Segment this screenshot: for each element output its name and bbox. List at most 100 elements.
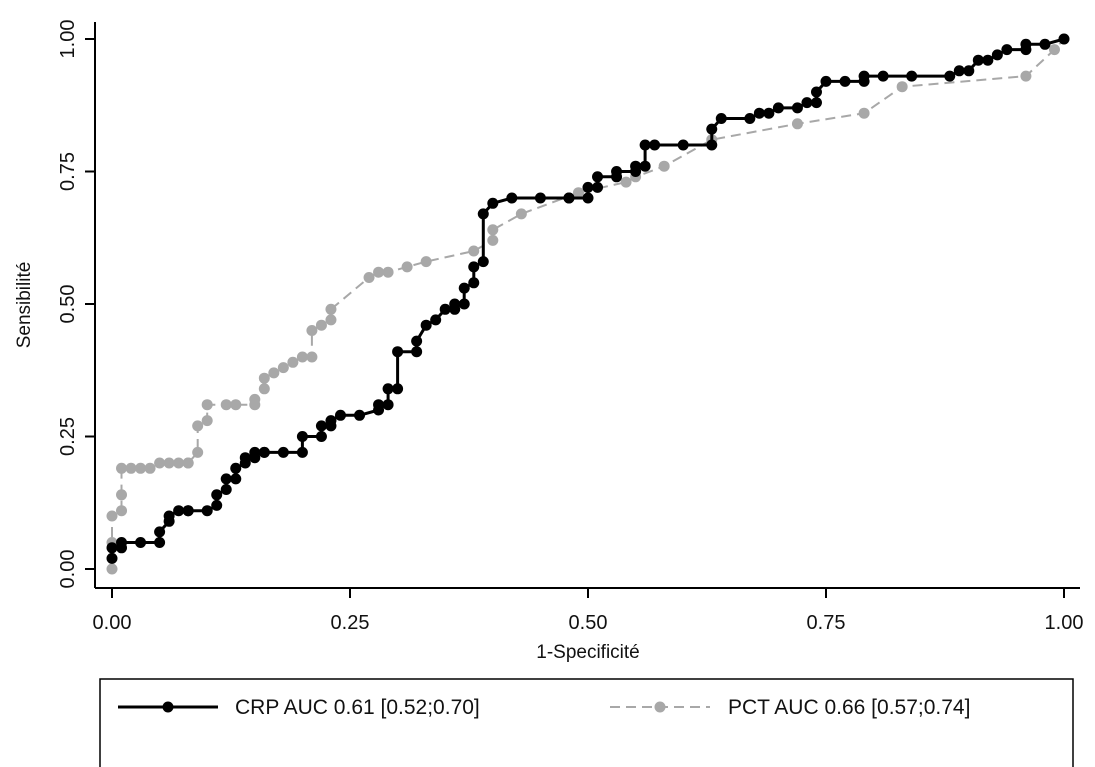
crp-point [468, 261, 480, 273]
pct-point [401, 261, 413, 273]
crp-point [354, 409, 366, 421]
crp-point [715, 113, 727, 124]
pct-point [1020, 70, 1032, 82]
crp-point [677, 139, 689, 151]
crp-point [220, 484, 232, 495]
x-tick-label: 0.25 [331, 612, 370, 634]
pct-point [258, 383, 270, 395]
pct-point [306, 325, 318, 336]
crp-point [420, 319, 432, 331]
crp-point [430, 314, 442, 326]
x-ticks: 0.00 0.25 0.50 0.75 1.00 [93, 588, 1083, 634]
pct-point [163, 457, 175, 469]
x-axis-title: 1-Specificité [536, 642, 640, 663]
pct-point [144, 462, 156, 474]
pct-point [268, 367, 280, 379]
crp-point [592, 171, 604, 183]
legend-label-crp: CRP AUC 0.61 [0.52;0.70] [235, 696, 480, 719]
crp-point [173, 505, 185, 517]
y-tick-label: 1.00 [57, 20, 79, 59]
pct-point [116, 462, 128, 474]
series-group [106, 33, 1070, 575]
pct-point [201, 399, 213, 411]
pct-point [1048, 44, 1060, 56]
crp-series [106, 33, 1070, 564]
pct-point [620, 176, 632, 188]
y-tick-label: 0.00 [57, 550, 79, 589]
crp-point [154, 537, 166, 548]
crp-point [753, 107, 765, 119]
crp-point [534, 192, 546, 204]
crp-point [858, 70, 870, 82]
pct-point [230, 399, 242, 411]
crp-point [982, 54, 994, 66]
pct-point [106, 563, 118, 575]
crp-point [820, 75, 832, 87]
crp-point [315, 431, 327, 442]
legend-marker-pct [654, 701, 666, 713]
pct-point [515, 208, 527, 220]
crp-point [810, 86, 822, 98]
crp-point [116, 537, 128, 548]
pct-point [192, 446, 204, 458]
crp-point [458, 282, 470, 294]
crp-point [411, 346, 423, 358]
pct-point [192, 420, 204, 432]
crp-point [506, 192, 518, 204]
y-tick-label: 0.75 [57, 152, 79, 191]
crp-point [230, 462, 242, 474]
crp-point [877, 70, 889, 82]
pct-point [220, 399, 232, 411]
legend-box [99, 678, 1074, 767]
pct-point [363, 272, 375, 283]
crp-point [449, 298, 461, 310]
crp-point [296, 446, 308, 458]
crp-point [439, 303, 451, 315]
crp-point [239, 452, 251, 464]
pct-point [182, 457, 194, 469]
pct-point [116, 505, 128, 517]
crp-point [201, 505, 213, 517]
crp-point [1001, 44, 1013, 56]
crp-point [211, 489, 223, 501]
pct-series [106, 33, 1070, 575]
y-axis-title: Sensibilité [14, 262, 35, 349]
crp-point [211, 499, 223, 511]
crp-point [944, 70, 956, 82]
y-ticks: 0.00 0.25 0.50 0.75 1.00 [57, 20, 95, 589]
crp-point [106, 552, 118, 564]
crp-point [810, 97, 822, 109]
crp-point [991, 49, 1003, 61]
pct-point [249, 393, 261, 405]
crp-point [582, 192, 594, 204]
pct-point [487, 234, 499, 246]
crp-point [382, 399, 394, 411]
pct-point [154, 457, 166, 469]
crp-point [801, 97, 813, 109]
crp-point [611, 166, 623, 177]
pct-point [325, 314, 337, 326]
pct-point [487, 224, 499, 236]
y-tick-label: 0.25 [57, 417, 79, 456]
crp-point [220, 473, 232, 485]
pct-point [116, 489, 128, 501]
pct-point [258, 372, 270, 384]
pct-point [382, 266, 394, 278]
pct-point [201, 415, 213, 427]
crp-point [230, 473, 242, 485]
crp-point [706, 139, 718, 151]
crp-point [411, 335, 423, 347]
legend-marker-crp [162, 701, 174, 713]
crp-point [763, 107, 775, 119]
crp-point [563, 192, 575, 204]
pct-point [173, 457, 185, 469]
pct-point [420, 256, 432, 268]
legend: CRP AUC 0.61 [0.52;0.70] PCT AUC 0.66 [0.… [118, 696, 970, 719]
crp-point [373, 399, 385, 411]
crp-point [135, 537, 147, 548]
crp-point [296, 431, 308, 442]
crp-point [906, 70, 918, 82]
pct-point [325, 303, 337, 315]
crp-point [392, 346, 404, 358]
